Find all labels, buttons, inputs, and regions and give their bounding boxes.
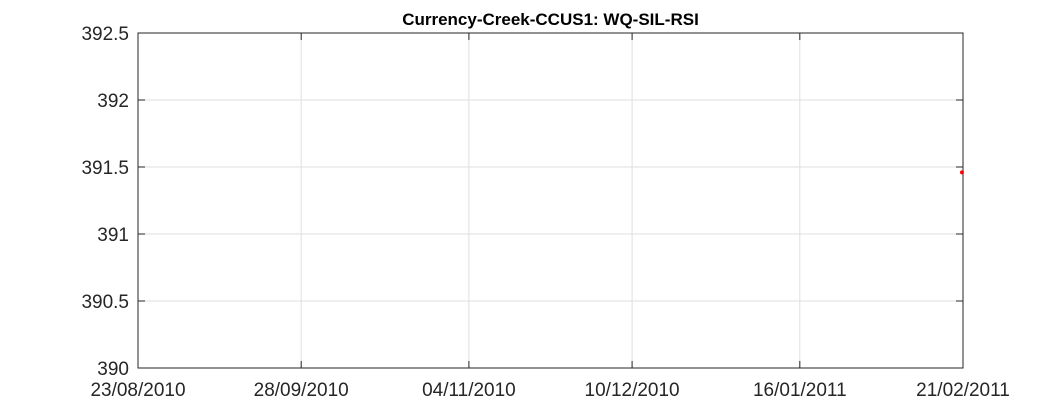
y-tick-label: 390.5 (81, 292, 129, 313)
x-tick-labels: 23/08/2010 28/09/2010 04/11/2010 10/12/2010… (90, 380, 1009, 401)
data-points (960, 170, 964, 175)
plot-area-frame (137, 32, 964, 369)
x-tick-label: 16/01/2011 (753, 380, 847, 401)
x-tick-label: 04/11/2010 (422, 380, 516, 401)
y-tick-label: 390 (97, 359, 129, 380)
y-tick-label: 391.5 (81, 158, 129, 179)
chart-title: Currency-Creek-CCUS1: WQ-SIL-RSI (402, 10, 699, 29)
y-tick-label: 392 (97, 91, 129, 112)
y-tick-label: 391 (97, 225, 129, 246)
x-tick-label: 21/02/2011 (916, 380, 1010, 401)
grid-lines (138, 33, 963, 368)
data-point (960, 170, 964, 175)
x-tick-label: 28/09/2010 (254, 380, 349, 401)
x-tick-label: 10/12/2010 (585, 380, 680, 401)
x-tick-label: 23/08/2010 (90, 380, 185, 401)
axis-ticks (137, 32, 964, 369)
y-tick-labels: 390 390.5 391 391.5 392 392.5 (81, 24, 129, 380)
y-tick-label: 392.5 (81, 24, 129, 45)
